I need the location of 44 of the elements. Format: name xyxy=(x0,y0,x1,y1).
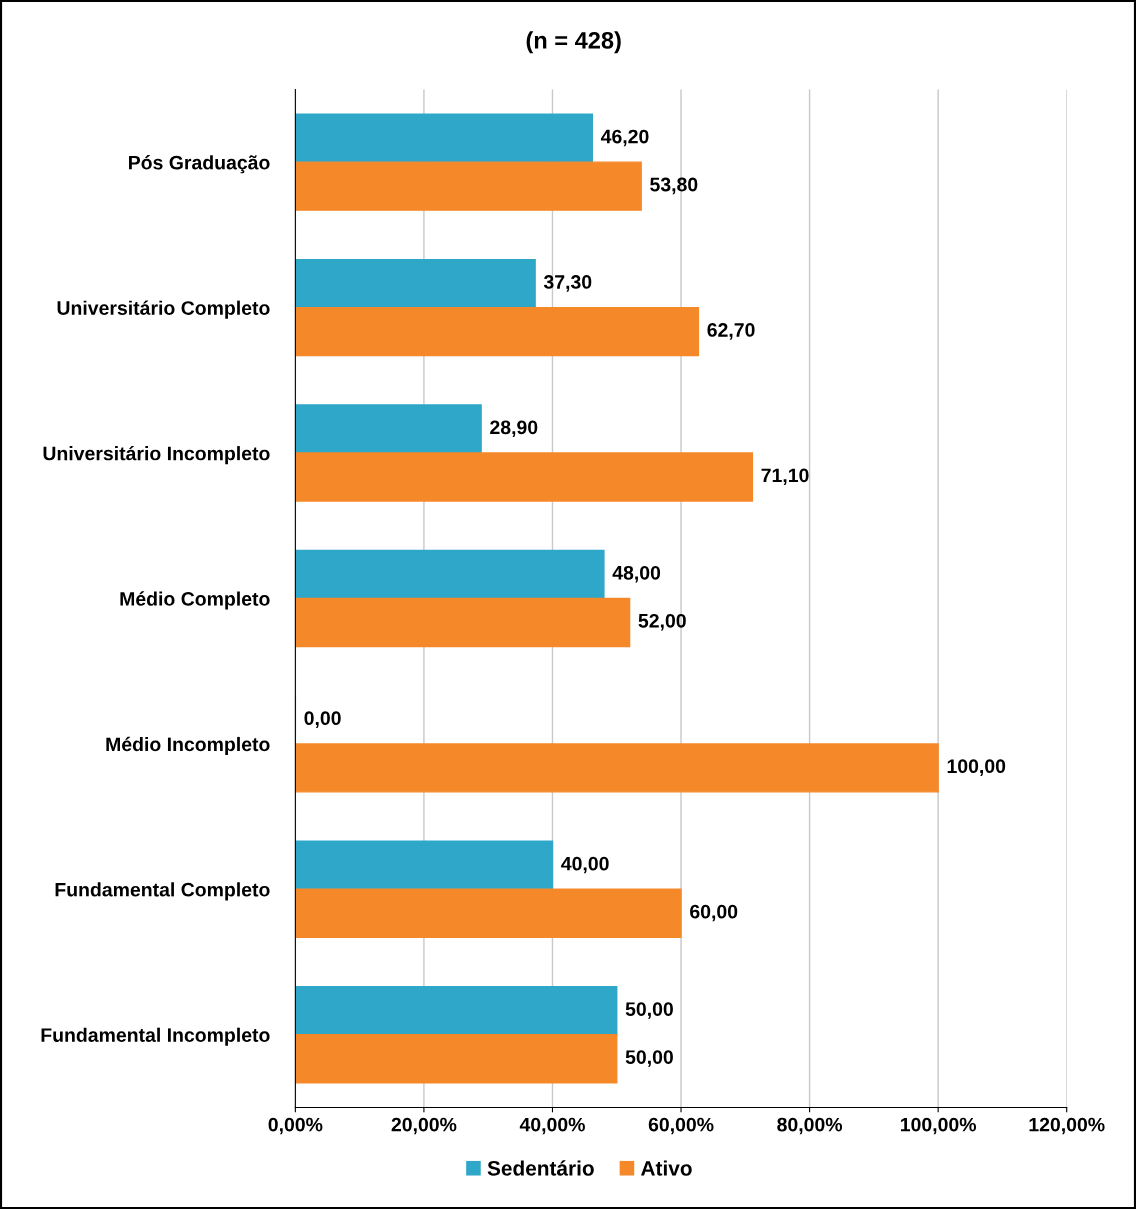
y-tick-label: Médio Incompleto xyxy=(106,736,270,756)
x-tick-label: 0,00% xyxy=(268,1117,323,1135)
x-tick-label: 80,00% xyxy=(777,1117,843,1135)
x-tick-label: 20,00% xyxy=(391,1117,457,1135)
bar xyxy=(295,743,939,793)
bar xyxy=(295,888,682,938)
legend-label: Ativo xyxy=(641,1160,692,1176)
x-tick-label: 60,00% xyxy=(648,1117,714,1135)
data-label: 100,00 xyxy=(947,759,1006,776)
y-tick-label: Fundamental Incompleto xyxy=(41,1027,270,1046)
data-label: 60,00 xyxy=(690,904,738,922)
data-label: 71,10 xyxy=(761,468,809,486)
bar xyxy=(295,986,618,1036)
data-label: 0,00 xyxy=(304,711,341,728)
y-tick-label: Fundamental Completo xyxy=(55,882,270,901)
chart-title: (n = 428) xyxy=(526,31,621,54)
data-label: 46,20 xyxy=(600,129,649,147)
bar xyxy=(295,597,631,648)
data-label: 50,00 xyxy=(625,1002,673,1019)
data-label: 50,00 xyxy=(625,1050,673,1067)
x-tick-label: 120,00% xyxy=(1029,1117,1105,1135)
x-tick-label: 100,00% xyxy=(900,1117,977,1135)
bar xyxy=(295,452,754,502)
data-label: 52,00 xyxy=(638,613,686,631)
bar xyxy=(295,840,554,891)
bar xyxy=(295,258,536,309)
data-label: 53,80 xyxy=(650,177,698,195)
bar xyxy=(295,1034,618,1084)
y-tick-label: Pós Graduação xyxy=(129,155,270,174)
data-label: 40,00 xyxy=(561,856,609,874)
y-tick-label: Universitário Incompleto xyxy=(43,445,270,465)
y-tick-label: Médio Completo xyxy=(120,591,270,610)
y-tick-label: Universitário Completo xyxy=(57,300,270,319)
data-label: 37,30 xyxy=(543,275,592,292)
x-tick-label: 40,00% xyxy=(519,1117,585,1135)
bar xyxy=(295,161,642,211)
data-label: 62,70 xyxy=(707,323,755,340)
bar xyxy=(295,113,594,163)
bar xyxy=(295,306,700,357)
data-label: 48,00 xyxy=(612,565,661,583)
data-label: 28,90 xyxy=(490,420,538,438)
legend-label: Sedentário xyxy=(487,1160,594,1176)
bar xyxy=(295,404,482,454)
bar xyxy=(295,549,605,600)
